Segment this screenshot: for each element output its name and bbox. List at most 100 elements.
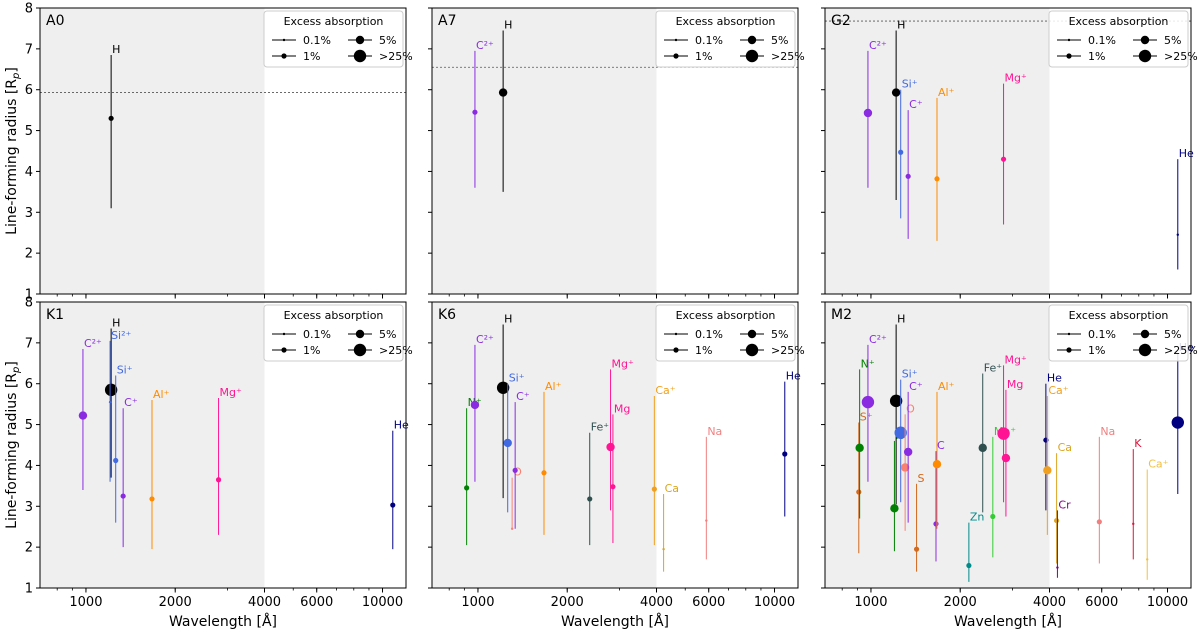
x-tick-label: 1000	[854, 595, 887, 610]
data-label: K	[1134, 437, 1142, 450]
y-tick-label: 3	[25, 206, 33, 221]
panel-title: A7	[438, 13, 456, 29]
data-label: He	[1179, 147, 1194, 160]
data-point-He: He	[1176, 147, 1194, 270]
legend-marker	[1140, 35, 1150, 45]
data-point-Si⁺: Si⁺	[113, 364, 133, 523]
y-tick-label: 7	[25, 336, 33, 351]
data-label: C²⁺	[84, 337, 102, 350]
data-point-Al⁺: Al⁺	[934, 86, 955, 241]
legend-entry: 5%	[771, 34, 788, 47]
legend-entry: 0.1%	[1088, 328, 1116, 341]
data-point-Na: Na	[705, 425, 722, 560]
data-marker	[104, 383, 118, 397]
legend-entry: >25%	[379, 344, 413, 357]
data-marker	[512, 467, 518, 473]
legend-marker	[745, 49, 759, 63]
legend-frame	[655, 304, 796, 362]
x-tick-label: 4000	[248, 595, 281, 610]
data-marker	[541, 470, 547, 476]
shaded-region	[432, 8, 657, 294]
data-point-S: S	[913, 472, 925, 572]
legend-entry: 5%	[771, 328, 788, 341]
data-label: C⁺	[909, 380, 923, 393]
data-marker	[108, 115, 114, 121]
y-tick-label: 5	[25, 418, 33, 433]
data-label: Mg	[1007, 378, 1023, 391]
data-label: Mg	[614, 402, 630, 415]
legend-entry: 5%	[379, 34, 396, 47]
legend-marker	[281, 347, 287, 353]
data-point-H: H	[498, 18, 512, 192]
legend-frame	[1048, 10, 1189, 68]
panel-frame	[39, 301, 407, 589]
panel-frame	[824, 301, 1192, 589]
data-point-He: He	[782, 370, 801, 517]
x-tick-label: 10000	[1147, 595, 1188, 610]
data-marker	[496, 381, 510, 394]
data-label: Al⁺	[938, 380, 955, 393]
panel-frame	[431, 301, 799, 589]
legend-entry: 1%	[303, 344, 320, 357]
data-marker	[978, 443, 987, 453]
data-label: Fe⁺	[591, 421, 609, 434]
data-label: Zn	[970, 511, 985, 524]
x-axis-title: Wavelength [Å]	[169, 613, 277, 630]
panel-frame	[39, 7, 407, 295]
legend-marker	[353, 343, 367, 357]
data-point-Ca: Ca	[1054, 441, 1072, 564]
data-point-Si⁺: Si⁺	[898, 78, 918, 219]
data-marker	[894, 426, 907, 439]
data-point-C²⁺: C²⁺	[470, 333, 494, 482]
x-tick-label: 10000	[362, 595, 403, 610]
data-label: C	[937, 439, 945, 452]
data-marker	[855, 443, 864, 453]
data-point-Ca⁺: Ca⁺	[1146, 458, 1169, 580]
panel-title: K6	[438, 307, 456, 323]
data-marker	[78, 411, 88, 420]
data-label: Si²⁺	[111, 329, 131, 342]
y-axis-title-subscript: p	[11, 73, 22, 80]
data-point-Fe⁺: Fe⁺	[978, 362, 1002, 513]
y-tick-label: 3	[25, 500, 33, 515]
data-label: C⁺	[516, 390, 530, 403]
data-label: O	[513, 466, 522, 479]
legend-marker	[1138, 49, 1152, 63]
data-marker	[903, 447, 913, 457]
data-point-Fe⁺: Fe⁺	[587, 421, 609, 546]
data-label: Ca	[665, 482, 679, 495]
data-marker	[149, 496, 155, 502]
data-label: Si⁺	[117, 364, 133, 377]
legend: Excess absorption 0.1% 1% 5% >25%	[1048, 304, 1198, 362]
data-point-O: O	[900, 402, 915, 531]
legend-frame	[263, 10, 404, 68]
legend-marker	[355, 329, 365, 339]
data-label: H	[504, 312, 512, 325]
data-marker	[120, 493, 126, 499]
data-marker	[503, 438, 512, 448]
data-marker	[1001, 453, 1011, 463]
data-point-Zn: Zn	[966, 511, 984, 582]
data-point-C⁺: C⁺	[512, 390, 530, 529]
data-label: C²⁺	[869, 333, 887, 346]
data-marker	[890, 504, 899, 513]
legend-marker	[673, 53, 679, 59]
data-label: Cr	[1058, 498, 1071, 511]
data-marker	[966, 562, 972, 569]
data-point-H: H	[889, 312, 905, 505]
legend-marker	[673, 347, 679, 353]
data-label: Si⁺	[509, 372, 525, 385]
data-point-Na: Na	[1096, 425, 1115, 564]
data-marker	[932, 460, 942, 469]
legend-title: Excess absorption	[1069, 15, 1169, 28]
legend-entry: >25%	[771, 344, 805, 357]
data-marker	[1132, 522, 1135, 526]
data-point-K: K	[1132, 437, 1142, 560]
data-label: H	[897, 18, 905, 31]
legend-marker	[674, 332, 678, 336]
data-marker	[464, 485, 470, 491]
y-tick-label: 4	[25, 459, 33, 474]
data-marker	[913, 546, 920, 552]
legend-marker	[1067, 38, 1071, 42]
